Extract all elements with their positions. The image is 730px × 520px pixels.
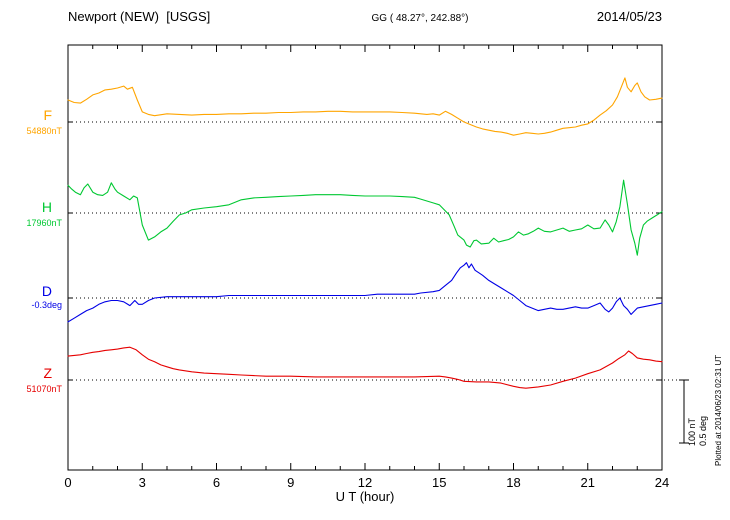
plotted-at-note: Plotted at 2014/06/23 02:31 UT — [714, 354, 723, 466]
x-tick-label: 9 — [287, 475, 294, 490]
x-tick-label: 18 — [506, 475, 520, 490]
trace-D — [67, 262, 663, 323]
geo-coordinates: GG ( 48.27°, 242.88°) — [371, 13, 469, 24]
series-label-Z: Z — [43, 365, 52, 381]
trace-Z — [67, 346, 663, 389]
series-label-H: H — [41, 199, 52, 215]
series-label-D: D — [41, 283, 52, 299]
x-tick-label: 6 — [213, 475, 220, 490]
x-tick-label: 0 — [64, 475, 71, 490]
series-label-F: F — [43, 107, 52, 123]
x-tick-label: 12 — [358, 475, 372, 490]
trace-F — [67, 77, 663, 136]
series-baseline-H: 17960nT — [26, 218, 62, 228]
series-baseline-Z: 51070nT — [26, 384, 62, 394]
scale-label-nt: 100 nT — [687, 417, 697, 446]
plot-date: 2014/05/23 — [596, 9, 662, 24]
scale-label-deg: 0.5 deg — [698, 415, 708, 446]
plot-border — [67, 44, 663, 471]
station-title: Newport (NEW) [USGS] — [68, 9, 211, 24]
trace-H — [67, 179, 663, 256]
x-tick-label: 15 — [432, 475, 446, 490]
series-baseline-D: -0.3deg — [31, 300, 62, 310]
x-axis-label: U T (hour) — [335, 489, 395, 504]
x-tick-label: 24 — [655, 475, 669, 490]
series-baseline-F: 54880nT — [26, 126, 62, 136]
x-tick-label: 21 — [581, 475, 595, 490]
x-tick-label: 3 — [139, 475, 146, 490]
